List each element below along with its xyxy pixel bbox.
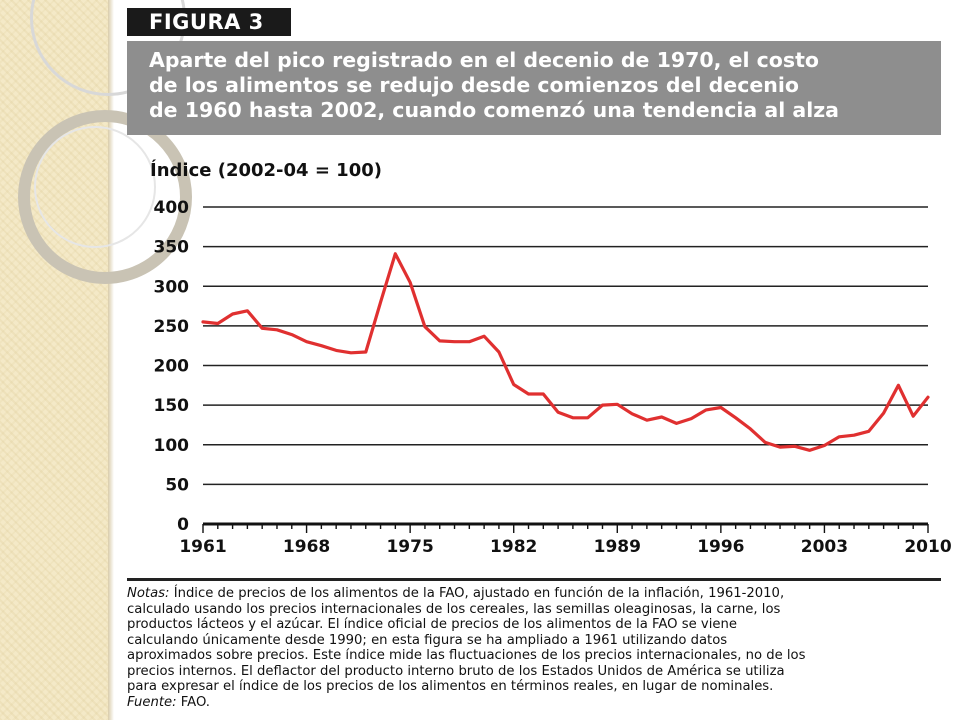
x-tick-label: 1975 bbox=[386, 537, 433, 557]
notes-text: Índice de precios de los alimentos de la… bbox=[169, 586, 785, 601]
notes-line: calculando únicamente desde 1990; en est… bbox=[127, 632, 728, 648]
y-tick-labels: 0 50 100 150 200 250 300 350 400 bbox=[154, 198, 190, 535]
x-tick-labels: 1961 1968 1975 1982 1989 1996 2003 2010 bbox=[179, 537, 951, 557]
x-tick-label: 2003 bbox=[801, 537, 848, 557]
y-tick-label: 300 bbox=[154, 277, 190, 297]
y-tick-label: 400 bbox=[154, 198, 190, 218]
y-tick-label: 50 bbox=[165, 475, 189, 495]
y-tick-label: 150 bbox=[154, 396, 190, 416]
y-tick-label: 350 bbox=[154, 238, 190, 258]
notes-line: productos lácteos y el azúcar. El índice… bbox=[127, 617, 737, 632]
source-text: FAO. bbox=[176, 694, 211, 710]
x-tick-label: 1996 bbox=[697, 537, 744, 557]
series-layer bbox=[201, 252, 930, 452]
source-line: Fuente: FAO. bbox=[127, 695, 941, 711]
series-line bbox=[201, 252, 930, 452]
figure-label: FIGURA 3 bbox=[127, 8, 291, 36]
x-tick-label: 2010 bbox=[904, 537, 951, 557]
decorative-ring bbox=[34, 126, 156, 248]
x-tick-label: 1982 bbox=[490, 537, 537, 557]
notes-line: calculado usando los precios internacion… bbox=[127, 601, 781, 617]
title-line: de 1960 hasta 2002, cuando comenzó una t… bbox=[149, 98, 840, 122]
source-label: Fuente: bbox=[127, 694, 177, 710]
notes-label: Notas: bbox=[127, 586, 170, 601]
figure-notes: Notas: Índice de precios de los alimento… bbox=[127, 586, 941, 710]
x-tick-label: 1961 bbox=[179, 537, 226, 557]
notes-divider bbox=[127, 578, 941, 581]
x-tick-label: 1989 bbox=[594, 537, 641, 557]
figure-title: Aparte del pico registrado en el decenio… bbox=[127, 41, 941, 135]
gridlines bbox=[202, 206, 929, 533]
decorative-band-edge bbox=[108, 0, 114, 720]
y-tick-label: 200 bbox=[154, 357, 190, 377]
notes-line: para expresar el índice de los precios d… bbox=[127, 679, 774, 694]
notes-line: aproximados sobre precios. Este índice m… bbox=[127, 648, 806, 663]
title-line: de los alimentos se redujo desde comienz… bbox=[149, 73, 799, 97]
y-axis-title: Índice (2002-04 = 100) bbox=[150, 159, 382, 181]
notes-line: precios internos. El deflactor del produ… bbox=[127, 663, 785, 679]
notes-first-line: Notas: Índice de precios de los alimento… bbox=[127, 586, 941, 602]
line-chart: Índice (2002-04 = 100) 0 50 100 150 200 250 30… bbox=[150, 159, 952, 557]
x-tick-label: 1968 bbox=[283, 537, 330, 557]
title-line: Aparte del pico registrado en el decenio… bbox=[149, 48, 819, 72]
y-tick-label: 250 bbox=[154, 317, 190, 337]
y-tick-label: 0 bbox=[177, 515, 189, 535]
y-tick-label: 100 bbox=[154, 436, 190, 456]
